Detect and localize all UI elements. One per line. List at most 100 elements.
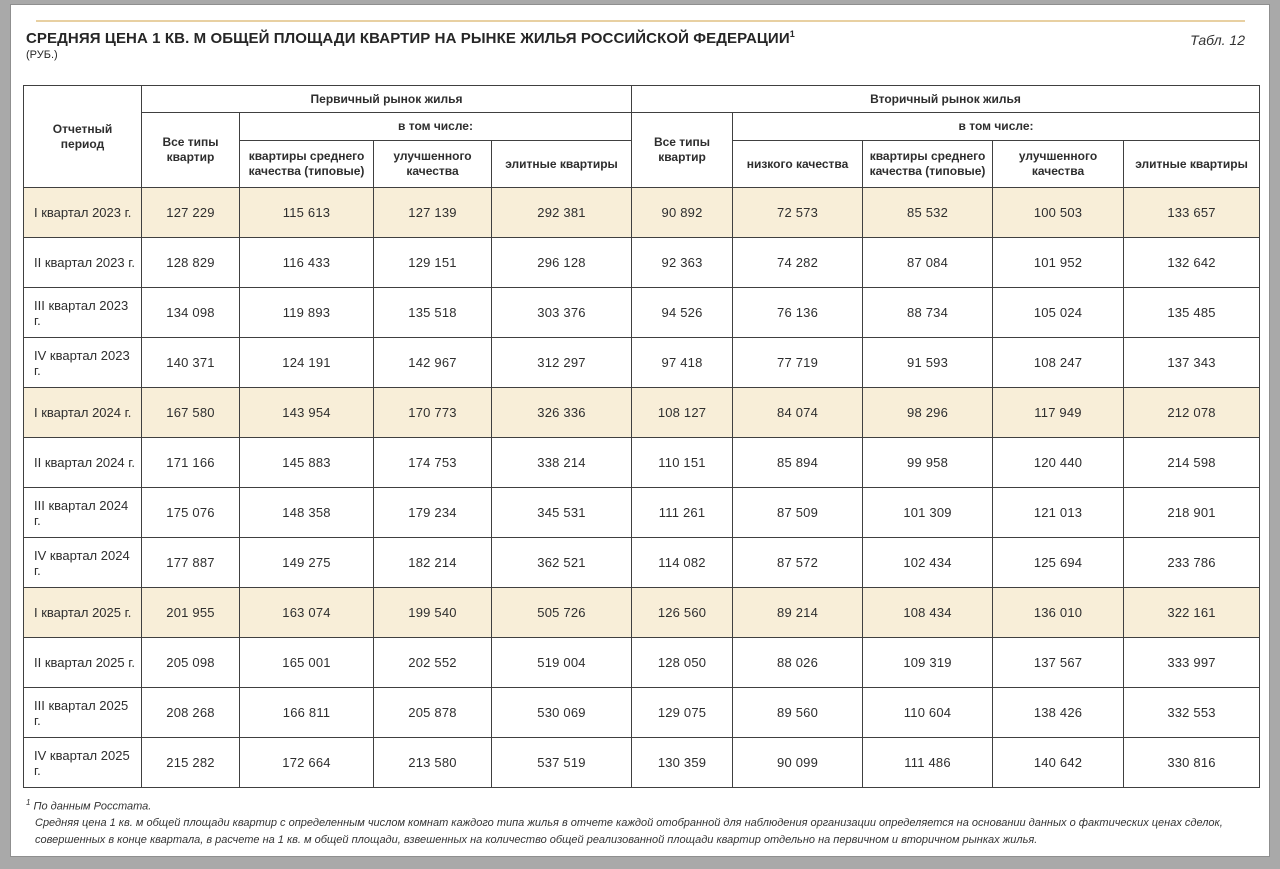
value-cell: 77 719 [732,337,864,388]
value-cell: 89 214 [732,587,864,638]
value-cell: 120 440 [992,437,1125,488]
value-cell: 127 139 [373,187,492,238]
table-row: III квартал 2025 г. 208 268 166 811 205 … [23,687,1261,738]
value-cell: 165 001 [239,637,374,688]
value-cell: 143 954 [239,387,374,438]
value-cell: 110 604 [862,687,994,738]
value-cell: 362 521 [490,537,633,588]
period-cell: IV квартал 2023 г. [23,337,142,388]
value-cell: 201 955 [141,587,240,638]
table-number-label: Табл. 12 [1190,32,1245,48]
value-cell: 145 883 [239,437,374,488]
value-cell: 292 381 [490,187,633,238]
period-cell: I квартал 2025 г. [23,587,142,638]
value-cell: 322 161 [1123,587,1261,638]
value-cell: 114 082 [631,537,734,588]
value-cell: 215 282 [141,737,240,788]
period-cell: IV квартал 2025 г. [23,737,142,788]
table-row: II квартал 2025 г. 205 098 165 001 202 5… [23,637,1261,688]
value-cell: 179 234 [373,487,492,538]
value-cell: 90 892 [631,187,734,238]
title-block: СРЕДНЯЯ ЦЕНА 1 КВ. М ОБЩЕЙ ПЛОЩАДИ КВАРТ… [26,29,795,61]
value-cell: 99 958 [862,437,994,488]
value-cell: 100 503 [992,187,1125,238]
value-cell: 110 151 [631,437,734,488]
value-cell: 121 013 [992,487,1125,538]
value-cell: 108 434 [862,587,994,638]
value-cell: 140 642 [992,737,1125,788]
value-cell: 332 553 [1123,687,1261,738]
value-cell: 88 734 [862,287,994,338]
value-cell: 175 076 [141,487,240,538]
value-cell: 218 901 [1123,487,1261,538]
value-cell: 111 261 [631,487,734,538]
value-cell: 213 580 [373,737,492,788]
table-row: IV квартал 2023 г. 140 371 124 191 142 9… [23,337,1261,388]
col-header-secondary-all-types: Все типы квартир [631,112,734,188]
value-cell: 537 519 [490,737,633,788]
value-cell: 171 166 [141,437,240,488]
value-cell: 85 532 [862,187,994,238]
value-cell: 92 363 [631,237,734,288]
value-cell: 109 319 [862,637,994,688]
value-cell: 205 878 [373,687,492,738]
value-cell: 170 773 [373,387,492,438]
value-cell: 163 074 [239,587,374,638]
value-cell: 101 952 [992,237,1125,288]
col-header-secondary-low: низкого качества [732,140,864,188]
table-row: IV квартал 2025 г. 215 282 172 664 213 5… [23,737,1261,788]
col-header-period: Отчетный период [23,85,142,188]
value-cell: 505 726 [490,587,633,638]
value-cell: 333 997 [1123,637,1261,688]
group-header-primary-market: Первичный рынок жилья [140,85,633,113]
value-cell: 174 753 [373,437,492,488]
page-header: СРЕДНЯЯ ЦЕНА 1 КВ. М ОБЩЕЙ ПЛОЩАДИ КВАРТ… [26,29,1245,61]
value-cell: 101 309 [862,487,994,538]
value-cell: 137 567 [992,637,1125,688]
value-cell: 132 642 [1123,237,1261,288]
value-cell: 115 613 [239,187,374,238]
value-cell: 128 050 [631,637,734,688]
value-cell: 125 694 [992,537,1125,588]
value-cell: 208 268 [141,687,240,738]
value-cell: 108 127 [631,387,734,438]
document-page: СРЕДНЯЯ ЦЕНА 1 КВ. М ОБЩЕЙ ПЛОЩАДИ КВАРТ… [10,4,1270,857]
col-header-primary-all-types: Все типы квартир [141,112,240,188]
value-cell: 136 010 [992,587,1125,638]
value-cell: 76 136 [732,287,864,338]
value-cell: 97 418 [631,337,734,388]
price-table: Отчетный период Первичный рынок жилья Вт… [23,85,1261,788]
subgroup-header-secondary-including: в том числе: [732,112,1261,141]
value-cell: 345 531 [490,487,633,538]
value-cell: 130 359 [631,737,734,788]
period-cell: I квартал 2023 г. [23,187,142,238]
value-cell: 98 296 [862,387,994,438]
value-cell: 94 526 [631,287,734,338]
value-cell: 124 191 [239,337,374,388]
period-cell: II квартал 2023 г. [23,237,142,288]
value-cell: 199 540 [373,587,492,638]
table-row: II квартал 2023 г. 128 829 116 433 129 1… [23,237,1261,288]
value-cell: 129 075 [631,687,734,738]
value-cell: 126 560 [631,587,734,638]
period-cell: III квартал 2024 г. [23,487,142,538]
value-cell: 202 552 [373,637,492,688]
col-header-primary-standard: квартиры среднего качества (типовые) [239,140,374,188]
period-cell: IV квартал 2024 г. [23,537,142,588]
value-cell: 85 894 [732,437,864,488]
value-cell: 87 509 [732,487,864,538]
value-cell: 148 358 [239,487,374,538]
value-cell: 117 949 [992,387,1125,438]
table-row: III квартал 2024 г. 175 076 148 358 179 … [23,487,1261,538]
value-cell: 72 573 [732,187,864,238]
table-body: I квартал 2023 г. 127 229 115 613 127 13… [23,187,1261,788]
title-footnote-marker: 1 [789,29,795,39]
value-cell: 303 376 [490,287,633,338]
table-row: I квартал 2025 г. 201 955 163 074 199 54… [23,587,1261,638]
footnote-source: По данным Росстата. [33,800,152,813]
value-cell: 108 247 [992,337,1125,388]
col-header-secondary-improved: улучшенного качества [992,140,1125,188]
value-cell: 89 560 [732,687,864,738]
value-cell: 338 214 [490,437,633,488]
period-cell: II квартал 2024 г. [23,437,142,488]
